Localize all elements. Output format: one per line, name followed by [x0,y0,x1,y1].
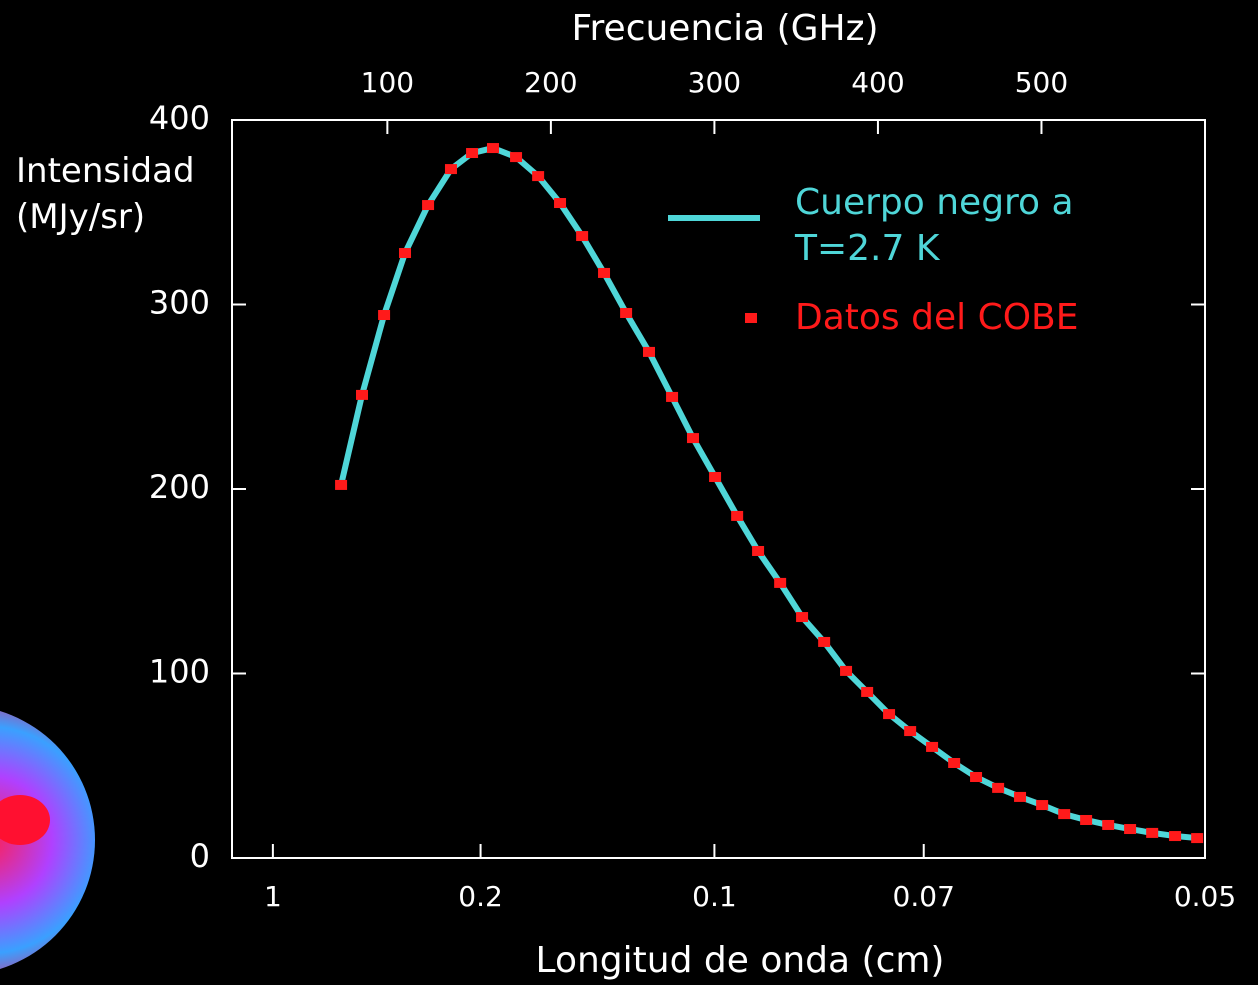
data-point [992,782,1005,793]
top-tick-label: 400 [851,66,904,99]
cobe-map [0,711,95,969]
legend-label: Cuerpo negro a T=2.7 K [795,182,1074,269]
data-point [752,545,765,556]
x-axis-title-top: Frecuencia (GHz) [571,8,878,49]
data-point [1058,809,1071,820]
bottom-tick-label: 0.2 [458,880,503,913]
data-point [643,346,655,357]
top-tick-label: 500 [1015,66,1068,99]
data-point [399,248,412,259]
data-point [970,772,983,783]
y-tick-label: 100 [149,653,210,691]
cobe-map-spot [0,795,50,845]
x-axis-title-bottom: Longitud de onda (cm) [536,940,945,981]
data-point [620,307,633,318]
data-point [1169,831,1182,842]
data-point [774,577,787,588]
y-axis-title: Intensidad (MJy/sr) [16,151,195,237]
data-point [335,479,348,490]
data-point [486,143,499,154]
data-point [796,612,809,623]
data-point [861,686,874,697]
data-point [948,757,961,768]
data-point [1036,800,1049,811]
bottom-tick-label: 0.1 [692,880,737,913]
legend-marker [745,313,757,323]
y-tick-label: 300 [149,284,210,322]
data-point [466,148,479,159]
data-point [1146,827,1159,838]
y-tick-label: 0 [190,837,210,875]
data-point [666,391,679,402]
bottom-tick-label: 0.05 [1174,880,1236,913]
data-point [1124,824,1137,835]
top-tick-label: 100 [361,66,414,99]
data-point [444,164,457,175]
data-point [926,741,939,752]
data-point [356,389,369,400]
blackbody-curve [338,145,1198,842]
data-point [1014,791,1027,802]
data-point [731,510,744,521]
data-point [1080,814,1093,825]
data-point [510,152,523,163]
data-point [1102,819,1115,830]
bottom-tick-label: 0.07 [893,880,955,913]
data-point [1191,833,1204,844]
data-point [686,433,699,444]
data-point [840,665,853,676]
data-point [576,231,589,242]
top-tick-label: 200 [524,66,577,99]
legend-label: Datos del COBE [795,297,1079,338]
data-point [818,636,831,647]
data-point [904,726,917,737]
y-tick-label: 200 [149,468,210,506]
top-tick-label: 300 [688,66,741,99]
data-point [422,200,435,211]
data-point [598,267,611,278]
data-point [378,310,391,321]
data-point [554,198,567,209]
data-point [883,709,896,720]
bottom-tick-label: 1 [264,880,282,913]
data-point [532,171,545,182]
data-point [709,472,722,483]
y-tick-label: 400 [149,99,210,137]
